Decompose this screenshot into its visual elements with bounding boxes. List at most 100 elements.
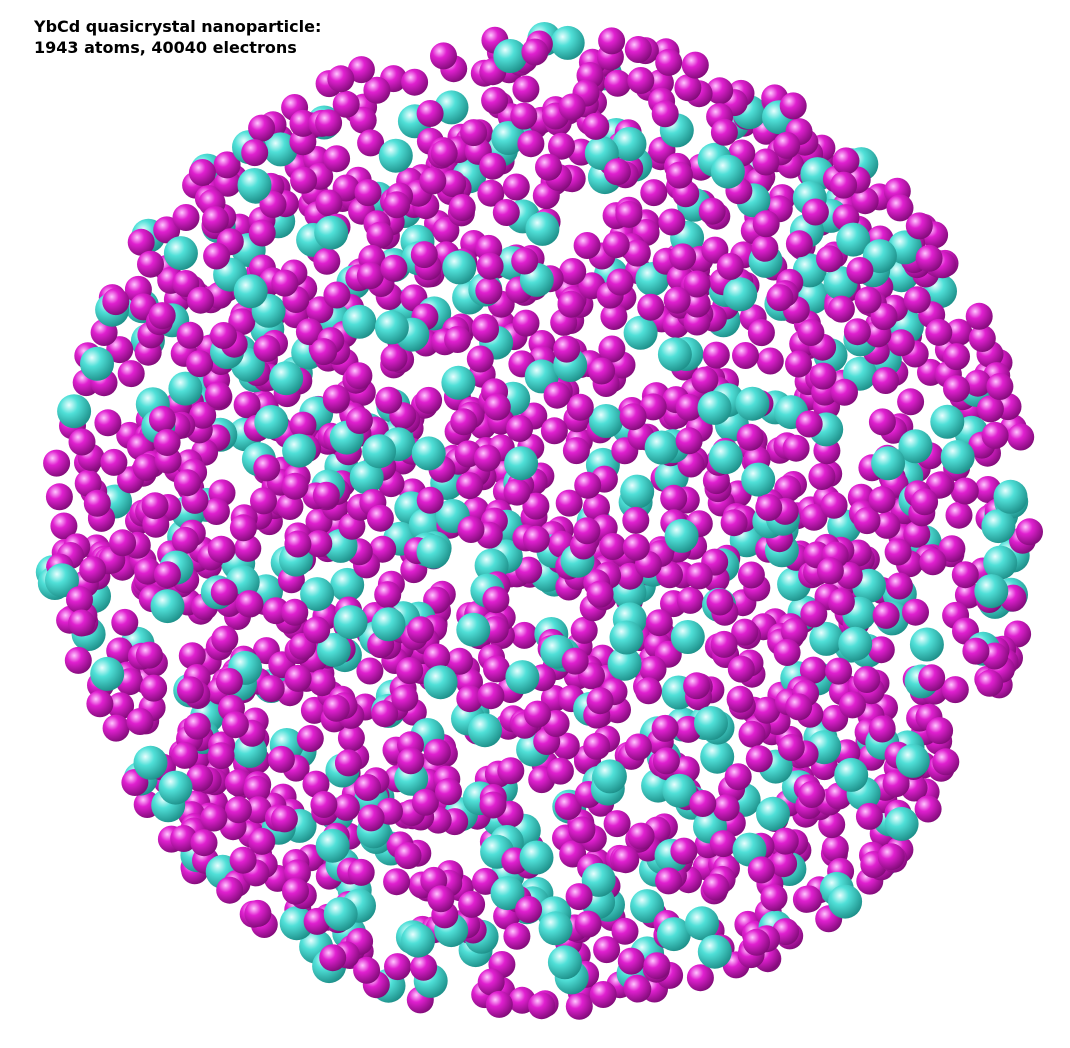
cd-atom	[851, 187, 879, 215]
cd-atom	[868, 408, 896, 436]
cd-atom	[566, 393, 594, 421]
cd-atom	[554, 793, 582, 820]
cd-atom	[188, 159, 216, 186]
cd-atom	[481, 86, 509, 114]
cd-atom	[312, 481, 340, 509]
cd-atom	[323, 281, 351, 309]
cd-atom	[460, 119, 488, 147]
cd-atom	[600, 303, 628, 330]
cd-atom	[259, 191, 287, 218]
cd-atom	[570, 616, 598, 644]
cd-atom	[415, 386, 443, 414]
cd-atom	[186, 350, 214, 378]
cd-atom	[456, 472, 484, 500]
cd-atom	[303, 616, 331, 644]
cd-atom	[207, 535, 235, 563]
cd-atom	[109, 529, 137, 557]
cd-atom	[816, 245, 843, 273]
yb-atom	[423, 665, 458, 700]
yb-atom	[491, 121, 526, 155]
cd-atom	[396, 657, 424, 685]
cd-atom	[66, 586, 93, 614]
cd-atom	[511, 247, 539, 275]
yb-atom	[282, 433, 317, 468]
cd-atom	[830, 171, 858, 199]
cd-atom	[666, 161, 693, 189]
cd-atom	[751, 234, 779, 262]
cd-atom	[186, 764, 214, 792]
cd-atom	[334, 749, 362, 777]
yb-atom	[909, 627, 944, 662]
cd-atom	[651, 714, 679, 742]
cd-atom	[745, 745, 773, 773]
cd-atom	[332, 793, 360, 821]
yb-atom	[371, 607, 406, 642]
cd-atom	[50, 512, 78, 540]
cd-atom	[444, 326, 472, 353]
cd-atom	[450, 408, 478, 436]
cd-atom	[976, 395, 1004, 423]
yb-atom	[662, 773, 697, 808]
cd-atom	[323, 145, 351, 173]
cd-atom	[797, 319, 825, 346]
cd-atom	[456, 685, 484, 713]
cd-atom	[243, 775, 271, 803]
cd-atom	[407, 616, 434, 644]
yb-atom	[263, 132, 298, 167]
cd-atom	[248, 219, 276, 247]
yb-atom	[836, 222, 871, 257]
cd-atom	[289, 411, 317, 439]
cd-atom	[655, 867, 682, 895]
cd-atom	[510, 102, 538, 130]
cd-atom	[503, 922, 531, 950]
cd-atom	[599, 533, 627, 560]
cd-atom	[624, 733, 652, 761]
cd-atom	[926, 717, 954, 745]
yb-atom	[314, 215, 349, 250]
yb-atom	[708, 440, 743, 475]
cd-atom	[562, 437, 590, 465]
cd-atom	[622, 506, 650, 534]
cd-atom	[356, 657, 384, 685]
cd-atom	[248, 114, 276, 142]
cd-atom	[637, 293, 665, 321]
cd-atom	[394, 842, 422, 870]
cd-atom	[732, 342, 759, 369]
yb-atom	[735, 386, 770, 421]
yb-atom	[57, 394, 92, 429]
cd-atom	[779, 92, 807, 120]
yb-atom	[374, 310, 409, 345]
cd-atom	[627, 822, 655, 850]
cd-atom	[884, 538, 912, 566]
cd-atom	[315, 189, 343, 217]
cd-atom	[686, 964, 714, 992]
cd-atom	[752, 210, 780, 238]
cd-atom	[755, 494, 783, 521]
cd-atom	[827, 588, 855, 616]
cd-atom	[308, 669, 336, 697]
cd-atom	[882, 770, 910, 798]
cd-atom	[423, 643, 451, 671]
cd-atom	[573, 517, 601, 545]
cd-atom	[615, 200, 643, 228]
cd-atom	[798, 781, 826, 808]
cd-atom	[439, 170, 467, 198]
cd-atom	[669, 243, 697, 271]
cd-atom	[583, 732, 611, 760]
cd-atom	[310, 338, 338, 366]
yb-atom	[871, 446, 906, 481]
cd-atom	[366, 504, 394, 532]
yb-atom	[756, 796, 790, 831]
cd-atom	[477, 179, 505, 207]
cd-atom	[446, 647, 474, 675]
cd-atom	[771, 827, 799, 855]
yb-atom	[697, 390, 732, 425]
yb-atom	[700, 739, 735, 774]
cd-atom	[257, 675, 285, 703]
cd-atom	[375, 386, 403, 414]
cd-atom	[479, 152, 507, 180]
cd-atom	[476, 252, 504, 280]
cd-atom	[423, 738, 451, 766]
cd-atom	[100, 448, 128, 476]
cd-atom	[106, 637, 134, 665]
